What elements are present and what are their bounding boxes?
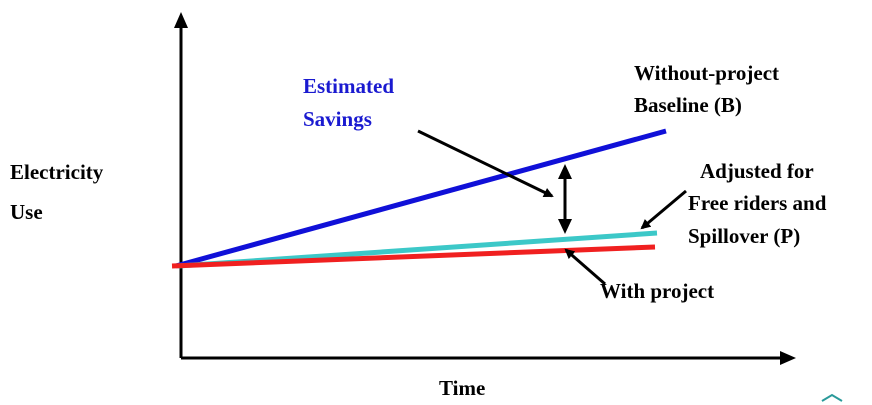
corner-decoration-mark (821, 393, 843, 402)
savings-gap-arrowhead-bottom (558, 219, 572, 234)
with-project-pointer-arrow (564, 248, 606, 286)
x-axis-arrowhead (780, 351, 796, 365)
baseline-label-line-2: Baseline (B) (634, 93, 742, 117)
adjusted-pointer-arrow (640, 189, 687, 230)
adjusted-label-line-3: Spillover (P) (688, 224, 801, 248)
adjusted-label-line-2: Free riders and (688, 191, 827, 215)
savings-gap-arrowhead-top (558, 164, 572, 179)
adjusted-label-line-1: Adjusted for (700, 159, 814, 183)
estimated-savings-pointer-arrow (417, 129, 554, 198)
estimated-savings-label-line-1: Estimated (303, 74, 394, 98)
y-axis-arrowhead (174, 12, 188, 28)
y-axis-label-line-1: Electricity (10, 160, 104, 184)
baseline-label-line-1: Without-project (634, 61, 780, 85)
with-project-label: With project (600, 279, 715, 303)
y-axis-label-line-2: Use (10, 200, 43, 224)
baseline-line (175, 128, 667, 269)
estimated-savings-label-line-2: Savings (303, 107, 372, 131)
x-axis-label: Time (439, 376, 486, 400)
